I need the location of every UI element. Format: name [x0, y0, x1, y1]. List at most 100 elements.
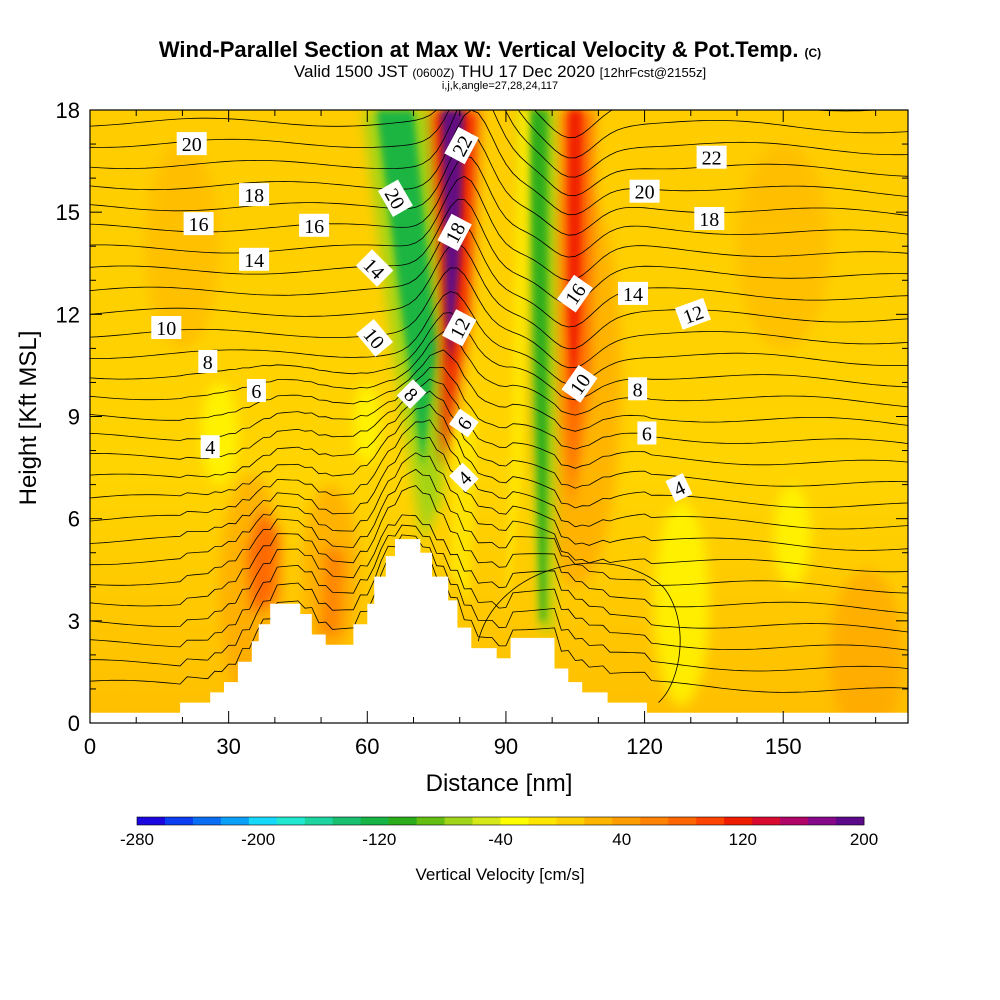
isentrope-line: [90, 378, 908, 469]
contour-label: 22: [696, 145, 727, 170]
colorbar-tick-label: -40: [488, 830, 513, 849]
isentrope-line: [90, 544, 908, 693]
isentrope-lines: [90, 110, 908, 703]
contour-label-box: [151, 316, 182, 339]
colorbar-swatch: [780, 817, 809, 825]
contour-label-text: 4: [205, 437, 215, 459]
sink-wash-2: [353, 382, 382, 465]
contour-label: 16: [183, 212, 214, 236]
colorbar-swatch: [808, 817, 837, 825]
isentrope-line: [90, 468, 908, 594]
colorbar-swatch: [220, 817, 250, 825]
contour-label-box: [377, 179, 413, 217]
contour-label-box: [437, 213, 472, 252]
contour-label-text: 20: [182, 134, 202, 156]
contour-label-text: 6: [251, 381, 261, 403]
isentrope-line: [90, 219, 908, 328]
colorbar: [136, 816, 865, 826]
updraft-wash-5: [737, 144, 830, 349]
colorbar-swatch: [332, 817, 362, 825]
colorbar-swatch: [640, 817, 669, 825]
x-tick-label: 120: [626, 734, 663, 759]
isentrope-line: [90, 331, 908, 416]
x-tick-label: 0: [84, 734, 96, 759]
isentrope-line: [90, 133, 908, 236]
y-tick-label: 9: [68, 405, 80, 430]
isentrope-line: [90, 534, 908, 672]
contour-label: 4: [200, 435, 220, 459]
isentrope-line: [90, 110, 908, 159]
chart-title: Wind-Parallel Section at Max W: Vertical…: [159, 37, 821, 62]
contour-label: 14: [618, 281, 648, 306]
contour-label-box: [628, 377, 648, 401]
lee-updraft-2: [321, 545, 345, 635]
colorbar-swatch: [500, 817, 529, 825]
y-axis-label: Height [Kft MSL]: [15, 331, 42, 506]
isentrope-line: [477, 562, 681, 703]
contour-label-box: [694, 207, 725, 230]
colorbar-swatch: [724, 817, 753, 825]
contour-label: 4: [449, 462, 479, 493]
contour-label: 8: [396, 379, 427, 409]
contour-label-box: [449, 462, 479, 493]
contour-label-text: 20: [635, 182, 655, 204]
contour-label-text: 14: [623, 284, 643, 306]
contour-label-box: [665, 473, 693, 502]
x-axis-label: Distance [nm]: [426, 770, 573, 797]
contour-label-box: [449, 408, 479, 438]
isentrope-line: [90, 403, 908, 509]
isentrope-line: [90, 419, 908, 530]
colorbar-swatch: [668, 817, 697, 825]
colorbar-swatch: [164, 817, 194, 825]
colorbar-swatch: [248, 817, 278, 825]
contour-label-box: [200, 435, 220, 459]
colorbar-tick-label: 40: [612, 830, 631, 849]
colorbar-swatch: [612, 817, 641, 825]
colorbar-swatch: [444, 817, 473, 825]
y-tick-label: 6: [68, 507, 80, 532]
x-tick-label: 30: [216, 734, 240, 759]
updraft-2-core: [568, 110, 583, 417]
terrain-mask: [90, 539, 908, 723]
contour-label: 4: [665, 473, 693, 502]
contour-label-text: 22: [702, 148, 722, 170]
contour-label: 6: [637, 421, 657, 446]
isentrope-line: [90, 390, 908, 489]
contour-label-box: [356, 318, 394, 357]
colorbar-tick-label: 200: [850, 830, 878, 849]
contour-label: 8: [628, 377, 648, 401]
subtitle-date: THU 17 Dec 2020: [459, 62, 595, 81]
colorbar-tick-label: 120: [729, 830, 757, 849]
contour-label-box: [556, 274, 593, 313]
updraft-wash-3: [829, 569, 904, 723]
isentrope-line: [90, 267, 908, 369]
section-info: i,j,k,angle=27,28,24,117: [442, 80, 558, 92]
sink-wash-0: [653, 501, 710, 706]
y-tick-label: 3: [68, 609, 80, 634]
subtitle-forecast: [12hrFcst@2155z]: [600, 65, 706, 80]
contour-label-box: [239, 247, 270, 271]
isentrope-line: [90, 291, 908, 386]
x-axis-ticks: 0 30 60 90 120 150: [84, 110, 877, 759]
contour-label: 20: [176, 132, 207, 156]
lee-updraft: [247, 508, 280, 615]
contour-label: 6: [449, 408, 479, 438]
colorbar-label: Vertical Velocity [cm/s]: [415, 865, 584, 884]
contour-label: 8: [198, 350, 218, 374]
contour-label: 20: [629, 179, 660, 204]
isentrope-line: [90, 514, 908, 633]
colorbar-frame: [136, 816, 865, 826]
isentrope-line: [90, 349, 908, 432]
sink-wash-1: [774, 484, 811, 587]
contour-label-box: [442, 309, 477, 347]
isentrope-line: [90, 110, 908, 178]
isentrope-line: [90, 110, 908, 216]
contour-label-box: [444, 126, 479, 165]
contour-label: 16: [299, 213, 330, 238]
colorbar-tick-label: -120: [362, 830, 396, 849]
contour-label-box: [618, 281, 648, 305]
chart-subtitle: Valid 1500 JST (0600Z) THU 17 Dec 2020 […: [294, 62, 706, 81]
downdraft-2-core: [529, 110, 548, 621]
contour-label-text: 16: [189, 214, 209, 236]
